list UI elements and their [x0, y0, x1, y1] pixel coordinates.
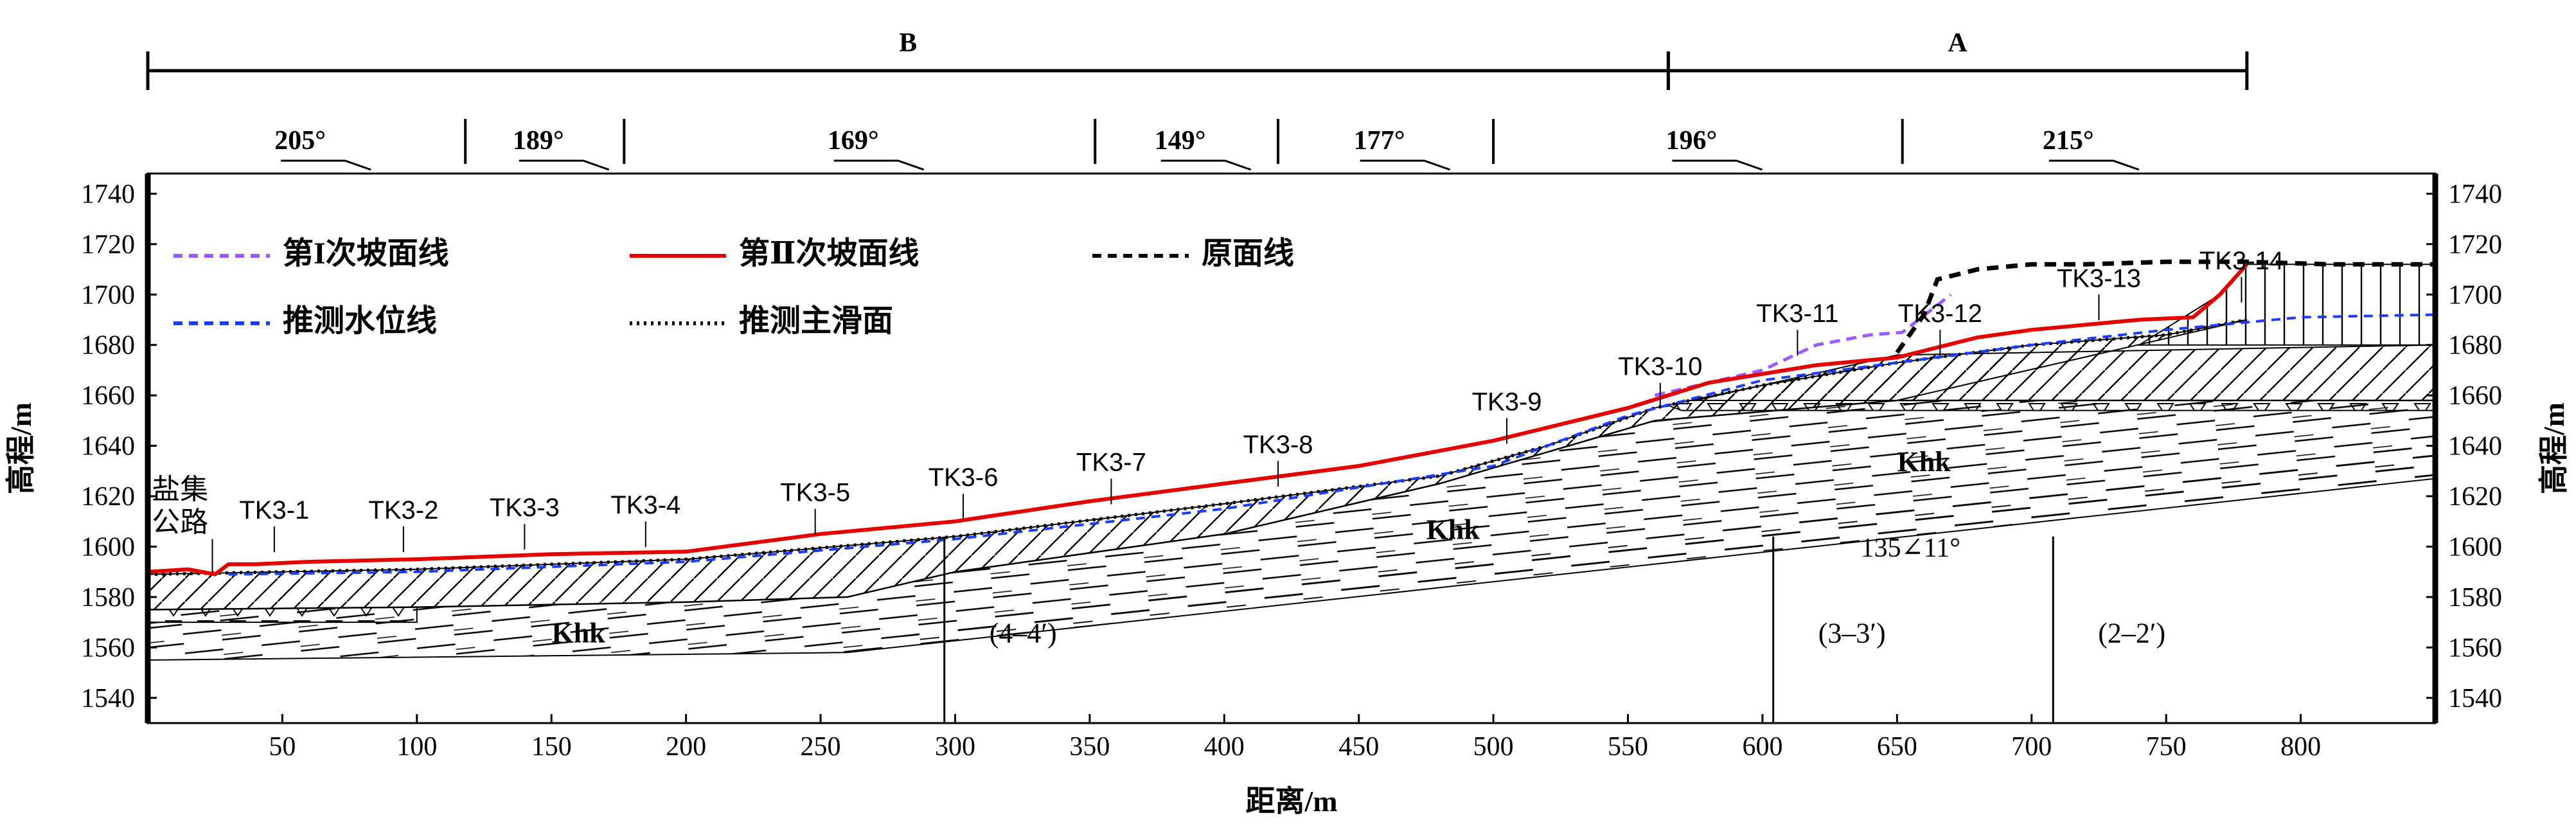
- y-tick-label-left: 1660: [81, 381, 135, 411]
- y-tick-label-right: 1540: [2448, 684, 2502, 713]
- orientation-label: 189°: [513, 126, 564, 156]
- legend-label: 原面线: [1202, 237, 1294, 271]
- borehole-label: TK3-2: [368, 496, 438, 524]
- y-tick-label-left: 1540: [81, 684, 135, 713]
- legend-label: 推测水位线: [283, 304, 437, 338]
- y-tick-label-right: 1700: [2448, 280, 2502, 310]
- orientation-label: 205°: [274, 126, 326, 156]
- y-tick-label-left: 1680: [81, 331, 135, 361]
- borehole-label: TK3-14: [2199, 247, 2284, 275]
- y-axis-label-right: 高程/m: [2537, 402, 2570, 494]
- axes: 50 100 150 200 250 300 350 400 450 500 550 600 650 70…: [4, 172, 2570, 818]
- orientation-label: 169°: [828, 126, 879, 156]
- x-tick-label: 350: [1069, 732, 1110, 762]
- stratum-label: Khk: [552, 617, 606, 649]
- section-marker-label: (3–3′): [1818, 617, 1886, 649]
- bedding-attitude: 135∠11°: [1861, 533, 1960, 563]
- x-tick-label: 100: [396, 732, 437, 762]
- x-tick-label: 250: [801, 732, 841, 762]
- borehole-label: TK3-9: [1472, 388, 1542, 416]
- orientation-arrow: [1160, 159, 1252, 171]
- y-tick-label-left: 1600: [81, 532, 135, 562]
- orientation-label: 196°: [1666, 126, 1718, 156]
- borehole-label: TK3-1: [239, 496, 309, 524]
- borehole-label: TK3-5: [780, 479, 850, 507]
- y-tick-label-right: 1600: [2448, 532, 2502, 562]
- orientation-arrow: [281, 159, 371, 171]
- x-tick-label: 400: [1204, 732, 1245, 762]
- y-tick-label-right: 1740: [2448, 179, 2502, 209]
- annotations: TK3-1 TK3-2 TK3-3 TK3-4 TK3-5 TK3-6 TK3-7 TK3-8…: [152, 247, 2284, 723]
- y-tick-label-left: 1640: [81, 432, 135, 461]
- y-tick-label-left: 1720: [81, 230, 135, 260]
- legend-label: 第I次坡面线: [283, 237, 449, 271]
- y-tick-label-right: 1680: [2448, 331, 2502, 361]
- x-tick-label: 50: [269, 732, 296, 762]
- x-tick-label: 650: [1877, 732, 1917, 762]
- x-tick-label: 550: [1608, 732, 1648, 762]
- orientation-arrow: [1672, 159, 1763, 171]
- orientation-arrow: [833, 159, 925, 171]
- y-tick-label-left: 1740: [81, 179, 135, 209]
- x-tick-label: 800: [2280, 732, 2321, 762]
- orientation-label: 149°: [1155, 126, 1206, 156]
- orientation-label: 177°: [1354, 126, 1405, 156]
- y-tick-label-right: 1660: [2448, 381, 2502, 411]
- stratum-label: Khk: [1426, 514, 1480, 546]
- x-tick-label: 150: [531, 732, 572, 762]
- section-marker-label: (4–4′): [990, 617, 1057, 649]
- y-tick-label-left: 1700: [81, 280, 135, 310]
- y-tick-label-right: 1620: [2448, 482, 2502, 512]
- borehole-label: TK3-3: [490, 494, 560, 522]
- second-slope-line: [147, 263, 2249, 577]
- y-tick-label-right: 1720: [2448, 230, 2502, 260]
- profile-lines: [147, 259, 2436, 577]
- x-tick-label: 450: [1338, 732, 1379, 762]
- borehole-label: TK3-13: [2057, 264, 2141, 292]
- x-tick-label: 750: [2146, 732, 2187, 762]
- zone-label: B: [899, 28, 917, 58]
- legend-label: 第Ⅱ次坡面线: [739, 237, 919, 271]
- x-tick-label: 500: [1473, 732, 1514, 762]
- x-tick-label: 200: [666, 732, 706, 762]
- orientation-arrow: [1360, 159, 1451, 171]
- y-tick-label-left: 1620: [81, 482, 135, 512]
- borehole-label: TK3-8: [1243, 431, 1313, 459]
- y-tick-label-left: 1560: [81, 633, 135, 663]
- orientation-arrow: [519, 159, 610, 171]
- y-tick-label-right: 1560: [2448, 633, 2502, 663]
- borehole-label: TK3-4: [610, 491, 680, 519]
- strata-band: [847, 445, 2435, 653]
- road-label-line2: 公路: [152, 506, 208, 538]
- stratum-label: Khk: [1897, 446, 1951, 478]
- x-axis-label: 距离/m: [1245, 785, 1337, 818]
- borehole-label: TK3-11: [1756, 300, 1838, 328]
- orientation-arrow: [2048, 159, 2140, 171]
- road-label-line1: 盐集: [152, 474, 208, 505]
- water-level-line: [228, 313, 2436, 576]
- y-axis-label-left: 高程/m: [4, 402, 37, 494]
- zone-label: A: [1948, 28, 1968, 58]
- borehole-label: TK3-12: [1898, 300, 1982, 328]
- borehole-label: TK3-7: [1076, 449, 1146, 477]
- header-zones: B A 205° 189° 169° 149° 177° 196° 215°: [146, 28, 2249, 171]
- borehole-label: TK3-6: [928, 463, 999, 492]
- section-marker-label: (2–2′): [2098, 617, 2165, 649]
- borehole-label: TK3-10: [1618, 353, 1702, 381]
- original-surface-line: [1895, 259, 2435, 354]
- y-tick-label-right: 1580: [2448, 583, 2502, 613]
- x-tick-label: 700: [2011, 732, 2052, 762]
- x-tick-label: 600: [1742, 732, 1782, 762]
- y-tick-label-right: 1640: [2448, 432, 2502, 461]
- x-tick-label: 300: [935, 732, 975, 762]
- legend-label: 推测主滑面: [739, 304, 893, 338]
- y-tick-label-left: 1580: [81, 583, 135, 613]
- orientation-label: 215°: [2043, 126, 2094, 156]
